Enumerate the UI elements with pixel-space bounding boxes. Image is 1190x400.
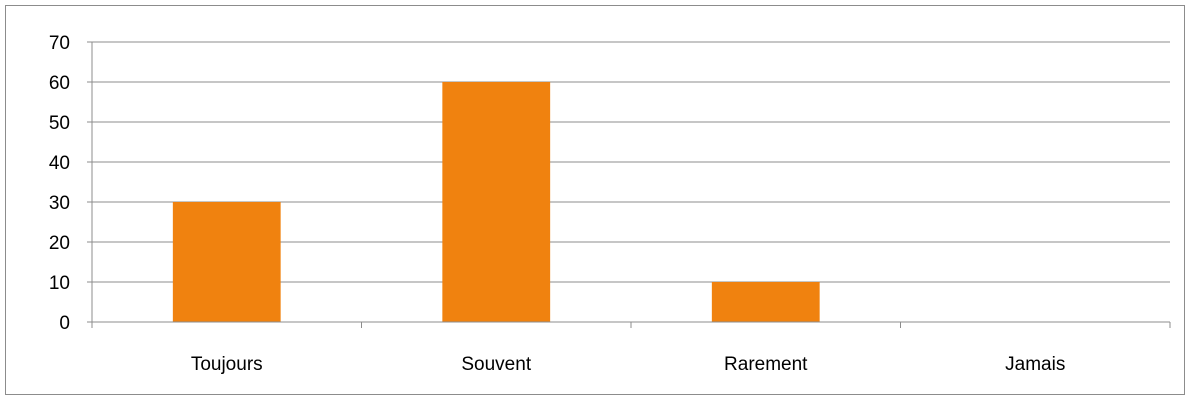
y-tick-label-60: 60 xyxy=(49,73,70,94)
y-tick-label-50: 50 xyxy=(49,113,70,134)
bars xyxy=(172,82,820,322)
y-tick-labels: 0 10 20 30 40 50 60 70 xyxy=(49,33,70,334)
x-category-labels: Toujours Souvent Rarement Jamais xyxy=(191,354,1066,375)
x-category-label-rarement: Rarement xyxy=(724,354,808,375)
x-category-label-toujours: Toujours xyxy=(191,354,263,375)
y-tick-label-40: 40 xyxy=(49,153,70,174)
bar-rarement xyxy=(711,282,820,322)
y-tick-label-0: 0 xyxy=(59,313,70,334)
chart-frame xyxy=(5,5,1185,395)
bar-souvent xyxy=(442,82,551,322)
y-tick-label-30: 30 xyxy=(49,193,70,214)
axes xyxy=(87,41,1171,328)
x-category-label-jamais: Jamais xyxy=(1005,354,1065,375)
bar-toujours xyxy=(172,202,281,322)
y-tick-label-70: 70 xyxy=(49,33,70,54)
x-category-label-souvent: Souvent xyxy=(461,354,531,375)
y-tick-label-10: 10 xyxy=(49,273,70,294)
y-tick-label-20: 20 xyxy=(49,233,70,254)
